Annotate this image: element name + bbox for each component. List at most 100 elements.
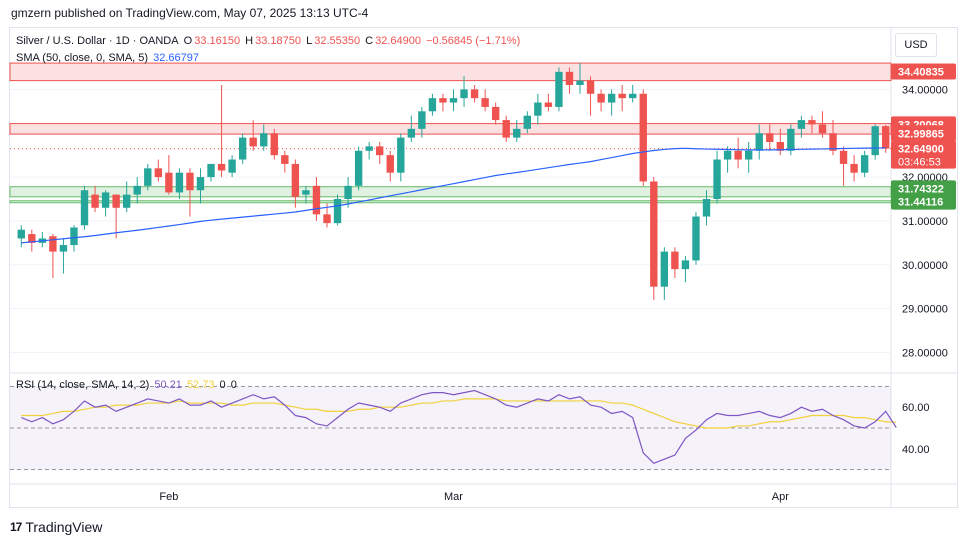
candle-body	[344, 185, 352, 199]
rsi-label: RSI (14, close, SMA, 14, 2)	[16, 379, 150, 391]
candle-body	[586, 80, 595, 94]
candle-body	[418, 111, 426, 129]
candle-body	[755, 133, 763, 151]
rsi-tick-label: 60.00	[902, 402, 930, 414]
candle-body	[523, 115, 531, 129]
candle-body	[302, 190, 310, 195]
candle-body	[449, 98, 458, 103]
candle-body	[323, 214, 331, 224]
rsi-extra-1: 0	[219, 379, 226, 391]
candle-body	[59, 245, 68, 252]
price-marker-label: 31.44116	[898, 197, 943, 209]
price-marker-badge	[891, 63, 956, 80]
currency-button[interactable]: USD	[895, 33, 937, 57]
candle-body	[776, 142, 784, 151]
candle-body	[871, 126, 879, 156]
high-value: 33.18750	[255, 35, 302, 47]
rsi-tick-label: 40.00	[902, 444, 930, 456]
time-axis-label: Feb	[159, 491, 178, 503]
candle-body	[196, 177, 205, 191]
candle-body	[839, 150, 848, 164]
candle-body	[228, 159, 236, 173]
candle-body	[671, 251, 679, 270]
candle-body	[397, 137, 405, 173]
price-tick-label: 29.00000	[902, 304, 948, 316]
rsi-legend[interactable]: RSI (14, close, SMA, 14, 2) 50.21 52.73 …	[16, 379, 239, 391]
publisher-credit: gmzern published on TradingView.com, May…	[11, 6, 369, 20]
candle-body	[123, 194, 131, 208]
sma-label: SMA (50, close, 0, SMA, 5)	[16, 52, 149, 64]
candle-body	[597, 93, 605, 103]
price-marker-badge	[891, 193, 956, 210]
price-tick-label: 30.00000	[902, 260, 948, 272]
candle-body	[713, 159, 721, 199]
candle-body	[386, 155, 394, 173]
open-value: 33.16150	[194, 35, 241, 47]
candle-body	[354, 150, 363, 186]
tradingview-logo[interactable]: 17 TradingView	[10, 518, 102, 536]
price-marker-badge	[891, 180, 956, 197]
low-label: L	[306, 35, 313, 47]
candle-body	[165, 172, 173, 193]
sr-zone	[9, 62, 892, 82]
candle-body	[639, 93, 647, 182]
close-label: C	[365, 35, 374, 47]
candle-body	[744, 150, 753, 160]
candle-body	[766, 133, 774, 142]
rsi-line	[21, 389, 897, 465]
rsi-band-fill	[10, 386, 891, 470]
price-tick-label: 28.00000	[902, 347, 948, 359]
rsi-sma-value: 52.73	[186, 379, 215, 391]
high-label: H	[245, 35, 254, 47]
symbol-title: Silver / U.S. Dollar · 1D · OANDA	[16, 35, 179, 47]
candle-body	[660, 251, 669, 287]
candle-body	[70, 227, 78, 246]
candle-body	[481, 98, 489, 107]
sma-line	[21, 147, 886, 244]
candle-body	[17, 229, 25, 239]
price-marker-label: 34.40835	[898, 66, 944, 78]
candle-body	[217, 163, 226, 171]
candle-body	[112, 194, 120, 208]
countdown-label: 03:46:53	[898, 157, 941, 169]
price-marker-label: 32.99865	[898, 128, 944, 140]
candle-body	[407, 128, 416, 138]
candle-body	[850, 163, 858, 173]
candle-body	[249, 137, 257, 147]
candle-body	[829, 133, 837, 151]
candle-body	[154, 168, 163, 178]
change-value: −0.56845 (−1.71%)	[426, 35, 521, 47]
candle-body	[207, 163, 215, 178]
candle-body	[818, 124, 827, 134]
candle-body	[607, 93, 616, 103]
sr-zone	[9, 200, 892, 204]
candle-body	[101, 192, 110, 208]
candle-body	[281, 155, 289, 164]
candle-body	[702, 199, 711, 217]
candle-body	[186, 172, 194, 191]
sma-value: 32.66797	[153, 52, 200, 64]
rsi-value: 50.21	[154, 379, 182, 391]
candle-body	[513, 128, 521, 138]
candle-body	[882, 126, 890, 149]
candle-body	[260, 133, 268, 147]
price-tick-label: 31.00000	[902, 216, 948, 228]
candle-body	[376, 146, 384, 156]
candle-body	[238, 137, 247, 160]
candle-body	[681, 260, 690, 270]
candle-body	[565, 71, 574, 85]
symbol-legend[interactable]: Silver / U.S. Dollar · 1D · OANDA O 33.16…	[16, 35, 522, 47]
sma-legend[interactable]: SMA (50, close, 0, SMA, 5) 32.66797	[16, 52, 201, 64]
candle-body	[270, 133, 278, 156]
candle-body	[734, 150, 742, 160]
open-label: O	[183, 35, 193, 47]
sr-zone	[9, 186, 892, 198]
candle-body	[502, 120, 510, 138]
candle-body	[144, 168, 152, 186]
close-value: 32.64900	[375, 35, 421, 47]
price-marker-badge	[891, 140, 956, 169]
tradingview-logo-icon: 17	[10, 520, 22, 534]
candle-body	[470, 89, 479, 99]
time-axis-label: Mar	[444, 491, 463, 503]
